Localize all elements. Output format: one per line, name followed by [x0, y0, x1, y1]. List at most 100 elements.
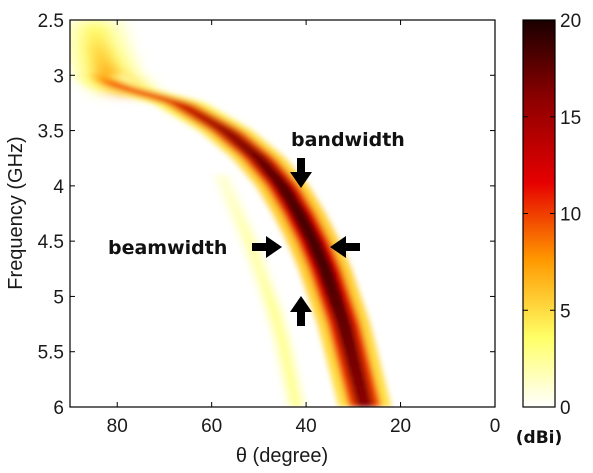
- main-beam-cell: [278, 193, 299, 199]
- main-beam-cell: [344, 359, 363, 365]
- side-lobe-cell: [265, 297, 275, 302]
- side-lobe-cell: [285, 370, 294, 375]
- annotation-bandwidth: bandwidth: [291, 129, 405, 151]
- main-beam-cell: [286, 207, 308, 214]
- main-beam-cell: [346, 368, 366, 375]
- arrow-down-bandwidth-top: [290, 158, 312, 188]
- main-beam-cell: [272, 183, 294, 190]
- side-lobe-cell: [285, 373, 294, 378]
- side-lobe-cell: [257, 274, 267, 278]
- main-beam-cell: [326, 297, 346, 304]
- side-lobe-cell: [221, 184, 231, 189]
- side-lobe-cell: [266, 300, 276, 305]
- side-lobe-cell: [279, 343, 288, 348]
- side-lobe-cell: [275, 327, 284, 332]
- side-lobe-cell: [238, 224, 248, 229]
- y-axis-label: Frequency (GHz): [5, 136, 27, 289]
- main-beam-cell: [268, 179, 291, 185]
- side-lobe-cell: [250, 254, 260, 259]
- annotation-arrows: [252, 158, 360, 326]
- main-beam-cell: [251, 160, 274, 166]
- main-beam-cell: [275, 188, 297, 195]
- main-beam-cell: [329, 307, 349, 313]
- y-tick-label: 5.5: [38, 343, 64, 364]
- main-beam-cell: [316, 269, 336, 275]
- main-beam-cell: [354, 397, 373, 403]
- side-lobe-cell: [283, 363, 292, 368]
- main-beam-cell: [341, 349, 361, 356]
- y-axis: 2.5 3 3.5 4 4.5 5 5.5 6: [38, 11, 495, 419]
- side-lobe-cell: [282, 356, 291, 361]
- main-beam-cell: [321, 283, 341, 289]
- main-beam-cell: [281, 198, 302, 204]
- main-beam-cell: [297, 226, 318, 232]
- side-lobe-cell: [241, 230, 251, 235]
- main-beam-cell: [335, 326, 355, 332]
- colorbar-tick-label: 10: [560, 205, 581, 226]
- main-beam-cell: [323, 288, 343, 294]
- y-tick-label: 4: [53, 177, 64, 198]
- side-lobe-cell: [218, 177, 228, 182]
- side-lobe-cell: [287, 380, 296, 385]
- colorbar-tick-label: 5: [560, 301, 571, 322]
- side-lobe-cell: [252, 260, 262, 265]
- side-lobe-cell: [291, 400, 300, 404]
- side-lobe-cell: [284, 366, 293, 371]
- y-tick-label: 3.5: [38, 122, 64, 143]
- main-beam-cell: [352, 392, 372, 398]
- main-beam-cell: [304, 240, 324, 247]
- colorbar-axis: 0 5 10 15 20: [523, 11, 581, 419]
- main-beam-cell: [299, 231, 320, 237]
- y-tick-label: 3: [53, 66, 64, 87]
- side-lobe-cell: [283, 360, 292, 365]
- main-beam-cell: [289, 212, 310, 218]
- x-axis: 80 60 40 20 0: [107, 20, 500, 437]
- side-lobe-cell: [269, 307, 278, 312]
- side-lobe-cell: [251, 257, 261, 262]
- main-beam: [71, 74, 392, 407]
- side-lobe-cell: [220, 181, 230, 186]
- x-tick-label: 80: [107, 416, 128, 437]
- side-lobe-cell: [227, 197, 237, 202]
- main-beam-cell: [327, 302, 347, 308]
- side-lobe-cell: [271, 313, 280, 318]
- side-lobe-cell: [286, 376, 295, 381]
- main-beam-cell: [306, 245, 327, 251]
- x-tick-label: 20: [390, 416, 411, 437]
- colorbar-tick-label: 0: [560, 398, 571, 419]
- side-lobe-cell: [234, 214, 244, 219]
- side-lobe-cell: [259, 280, 269, 285]
- arrow-up-bandwidth-bottom: [290, 296, 312, 326]
- main-beam-cell: [319, 278, 339, 285]
- main-beam-cell: [338, 335, 357, 341]
- y-tick-label: 5: [53, 287, 64, 308]
- side-lobe-cell: [222, 187, 232, 192]
- plot-frame: [69, 19, 496, 408]
- main-beam-cell: [324, 292, 344, 299]
- side-lobe-cell: [253, 264, 263, 268]
- side-lobe-cell: [278, 340, 287, 345]
- side-lobe-cell: [292, 403, 301, 407]
- side-lobe-cell: [230, 204, 240, 209]
- side-lobe-cell: [244, 237, 254, 242]
- side-lobe-cell: [255, 267, 264, 272]
- side-lobe-cell: [239, 227, 249, 232]
- side-lobe-cell: [249, 250, 258, 255]
- colorbar: [522, 19, 556, 408]
- main-beam-cell: [337, 330, 356, 337]
- side-lobe-cell: [235, 217, 245, 222]
- side-lobe-cell: [275, 330, 285, 335]
- main-beam-cell: [340, 345, 360, 351]
- side-lobe-cell: [277, 337, 287, 341]
- main-beam-cell: [264, 174, 287, 180]
- annotation-beamwidth: beamwidth: [108, 237, 227, 259]
- side-lobe-cell: [261, 283, 270, 288]
- side-lobe-cell: [274, 323, 283, 328]
- main-beam-cell: [339, 340, 359, 346]
- y-tick-label: 6: [53, 398, 64, 419]
- main-beam-cell: [255, 165, 278, 171]
- main-beam-cell: [347, 373, 367, 379]
- main-beam-cell: [312, 259, 333, 266]
- main-beam-cell: [260, 169, 283, 176]
